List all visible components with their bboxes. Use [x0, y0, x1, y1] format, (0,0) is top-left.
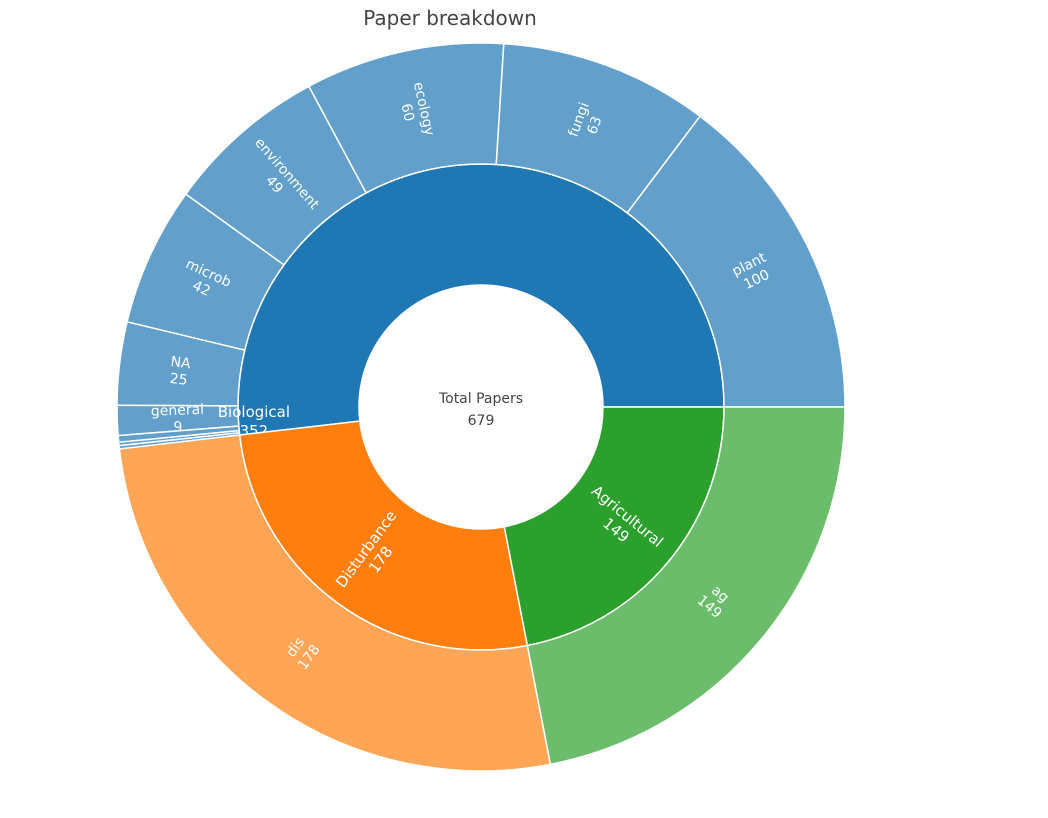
- center-label: Total Papers 679: [438, 391, 523, 429]
- segment-disturbance-child-dis[interactable]: [118, 434, 552, 772]
- chart-title: Paper breakdown: [363, 6, 537, 30]
- segment-agricultural-child-ag[interactable]: [526, 406, 846, 766]
- label-NA: NA25: [168, 354, 192, 389]
- label-general: general9: [151, 402, 205, 437]
